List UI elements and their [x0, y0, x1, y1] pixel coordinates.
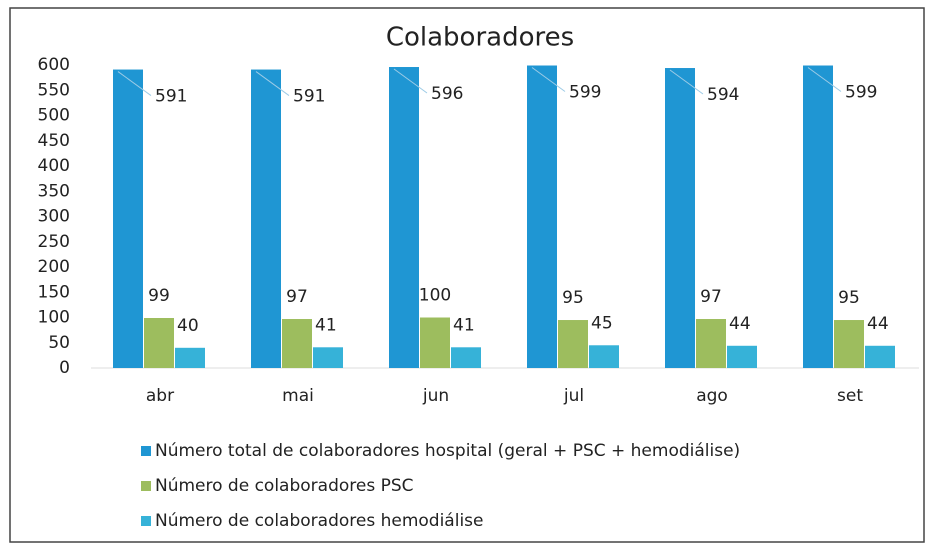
bar	[803, 65, 833, 368]
legend-label: Número de colaboradores hemodiálise	[155, 511, 484, 531]
bar	[389, 67, 419, 369]
data-label: 41	[315, 315, 337, 335]
y-tick-label: 400	[38, 156, 70, 176]
y-tick-label: 550	[38, 80, 70, 100]
bar	[727, 345, 757, 368]
data-label: 97	[700, 287, 722, 307]
x-tick-label: ago	[696, 386, 728, 406]
bar	[527, 65, 557, 368]
bar	[589, 345, 619, 368]
bar	[834, 320, 864, 368]
x-tick-label: mai	[282, 386, 314, 406]
data-label: 41	[453, 315, 475, 335]
data-label: 44	[729, 314, 751, 334]
data-label: 99	[148, 286, 170, 306]
data-label: 591	[293, 87, 325, 107]
leader-line	[117, 71, 152, 96]
y-tick-label: 600	[38, 55, 70, 75]
y-tick-label: 350	[38, 181, 70, 201]
bar	[251, 69, 281, 369]
chart-frame	[9, 7, 925, 543]
data-label: 594	[707, 85, 739, 105]
bar	[175, 347, 205, 368]
x-tick-label: jul	[563, 386, 584, 406]
x-tick-label: jun	[422, 386, 449, 406]
data-label: 596	[431, 84, 463, 104]
bar	[558, 320, 588, 368]
leader-line	[393, 68, 428, 94]
leader-line	[255, 71, 290, 96]
legend-swatch	[141, 481, 151, 491]
data-label: 95	[838, 288, 860, 308]
bar	[865, 345, 895, 368]
data-label: 591	[155, 87, 187, 107]
leader-line	[531, 67, 566, 92]
bar	[144, 318, 174, 368]
data-label: 40	[177, 316, 199, 336]
bar	[313, 347, 343, 368]
chart-title: Colaboradores	[386, 23, 574, 53]
legend-label: Número total de colaboradores hospital (…	[155, 441, 740, 461]
y-tick-label: 250	[38, 232, 70, 252]
bar	[113, 69, 143, 369]
data-label: 95	[562, 288, 584, 308]
bar	[420, 317, 450, 368]
x-tick-label: abr	[146, 386, 174, 406]
y-tick-label: 0	[59, 358, 70, 378]
y-tick-label: 50	[48, 333, 70, 353]
y-tick-label: 450	[38, 131, 70, 151]
data-label: 45	[591, 313, 613, 333]
legend-swatch	[141, 446, 151, 456]
data-label: 100	[419, 286, 451, 306]
y-tick-label: 100	[38, 308, 70, 328]
bar	[451, 347, 481, 368]
leader-line	[807, 67, 842, 92]
x-tick-label: set	[837, 386, 863, 406]
y-tick-label: 300	[38, 207, 70, 227]
legend-swatch	[141, 516, 151, 526]
y-tick-label: 500	[38, 106, 70, 126]
bar	[696, 319, 726, 368]
data-label: 599	[845, 83, 877, 103]
data-label: 599	[569, 83, 601, 103]
data-label: 44	[867, 314, 889, 334]
bar	[665, 68, 695, 368]
legend-label: Número de colaboradores PSC	[155, 476, 414, 496]
data-label: 97	[286, 287, 308, 307]
leader-line	[669, 69, 704, 95]
bar	[282, 319, 312, 368]
y-tick-label: 150	[38, 282, 70, 302]
y-tick-label: 200	[38, 257, 70, 277]
